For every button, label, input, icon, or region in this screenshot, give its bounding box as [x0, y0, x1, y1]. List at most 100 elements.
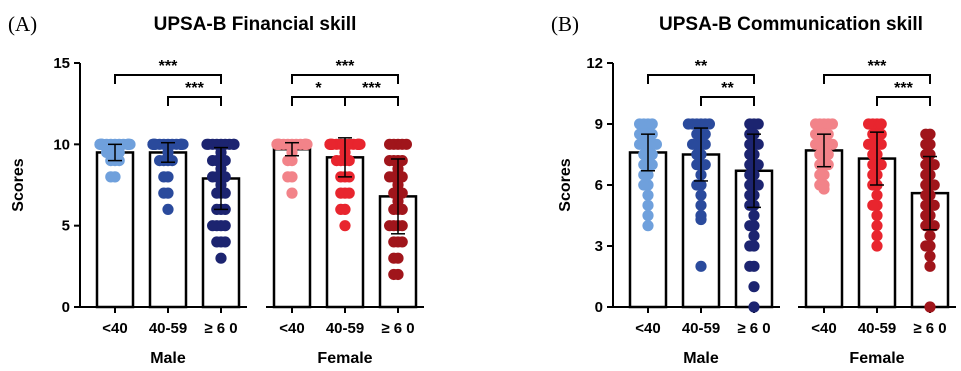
data-point — [871, 220, 883, 232]
data-point — [273, 138, 285, 150]
data-point — [396, 236, 408, 248]
data-point — [388, 268, 400, 281]
data-point — [744, 179, 756, 191]
data-point — [691, 148, 703, 161]
data-point — [400, 138, 412, 150]
data-point — [814, 159, 826, 171]
data-point — [928, 159, 940, 171]
data-point — [924, 230, 936, 242]
data-point — [920, 179, 932, 191]
y-tick-label: 12 — [586, 55, 603, 72]
data-point — [638, 148, 650, 161]
data-point — [646, 159, 658, 171]
data-point — [871, 189, 883, 201]
data-point — [388, 203, 400, 215]
data-point — [388, 236, 400, 248]
data-point — [744, 260, 756, 272]
data-point — [699, 159, 711, 171]
significance-bracket — [291, 96, 346, 106]
significance-label: *** — [185, 80, 204, 97]
data-point — [920, 189, 932, 201]
significance-bracket — [876, 96, 931, 106]
x-tick-label: 40-59 — [326, 320, 364, 337]
data-point — [920, 128, 932, 140]
y-tick-label: 9 — [595, 116, 603, 133]
data-point — [219, 187, 231, 199]
data-point — [744, 159, 756, 171]
data-point — [744, 169, 756, 181]
data-point — [920, 220, 932, 232]
y-tick-label: 3 — [595, 238, 603, 255]
data-point — [642, 209, 654, 222]
significance-label: ** — [695, 58, 708, 75]
data-point — [744, 199, 756, 211]
chart-title: UPSA-B Communication skill — [659, 14, 923, 35]
data-point — [634, 118, 646, 130]
data-point — [867, 128, 879, 140]
data-point — [920, 209, 932, 222]
data-point — [650, 138, 663, 150]
data-point — [162, 203, 174, 215]
data-point — [928, 179, 940, 191]
data-point — [396, 220, 408, 232]
significance-label: *** — [159, 58, 178, 75]
data-point — [638, 179, 650, 191]
data-point — [642, 199, 654, 211]
data-point — [814, 148, 826, 161]
significance-bracket — [344, 96, 399, 106]
chart-panel-b: (B) UPSA-B Communication skill 0 3 6 9 12 Score… — [551, 12, 956, 367]
data-point — [646, 118, 658, 130]
data-point — [920, 138, 932, 150]
panel-label: (A) — [8, 12, 37, 36]
data-point — [646, 148, 658, 161]
data-point — [339, 220, 351, 232]
data-point — [744, 148, 756, 161]
y-axis-title: Scores — [557, 158, 574, 211]
chart-title: UPSA-B Financial skill — [154, 14, 357, 35]
y-tick-label: 0 — [595, 299, 603, 316]
data-point — [924, 301, 936, 313]
data-point — [158, 171, 170, 183]
chart-panel-a: (A) UPSA-B Financial skill 0 5 10 15 Scores Mal… — [8, 12, 424, 367]
data-point — [638, 169, 650, 181]
data-point — [207, 171, 219, 183]
data-point — [695, 199, 707, 211]
data-point — [863, 138, 875, 150]
y-tick-label: 0 — [62, 299, 70, 316]
data-point — [920, 159, 932, 171]
data-point — [219, 236, 231, 248]
significance-label: ** — [721, 80, 734, 97]
x-tick-label: ≥ 6 0 — [204, 320, 237, 337]
data-point — [810, 118, 822, 130]
data-point — [822, 159, 834, 171]
data-point — [638, 159, 650, 171]
data-point — [388, 252, 400, 264]
data-point — [752, 179, 764, 191]
data-point — [634, 138, 646, 150]
data-point — [818, 183, 830, 195]
data-point — [814, 169, 826, 181]
data-point — [642, 220, 654, 232]
data-point — [826, 138, 839, 150]
data-point — [875, 159, 887, 171]
x-tick-label: 40-59 — [858, 320, 896, 337]
data-point — [810, 138, 822, 150]
data-point — [343, 187, 355, 199]
data-point — [166, 155, 178, 167]
data-point — [867, 199, 879, 211]
data-point — [211, 236, 223, 248]
data-point — [147, 138, 159, 150]
data-point — [175, 138, 187, 150]
data-point — [867, 159, 879, 171]
data-point — [396, 203, 408, 215]
significance-bracket — [167, 96, 222, 106]
data-point — [201, 138, 213, 150]
data-point — [695, 213, 707, 226]
x-tick-label: ≥ 6 0 — [381, 320, 414, 337]
data-point — [920, 199, 932, 211]
data-point — [928, 220, 940, 232]
data-point — [282, 155, 294, 167]
data-point — [642, 189, 654, 201]
data-point — [207, 155, 219, 167]
